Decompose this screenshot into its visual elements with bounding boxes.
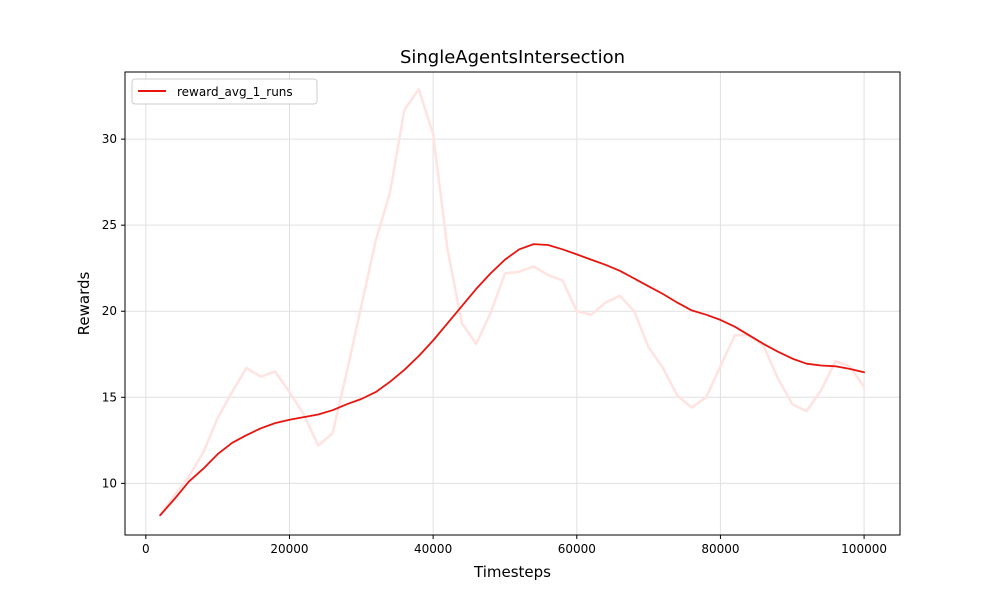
legend-box [131,78,318,105]
legend-label: reward_avg_1_runs [177,85,293,99]
x-tick-label: 20000 [270,542,308,556]
legend: reward_avg_1_runs [131,78,318,105]
y-tick-label: 15 [102,390,117,404]
y-tick-label: 25 [102,218,117,232]
y-tick-label: 10 [102,476,117,490]
grid [125,72,900,535]
series-layer [158,87,866,517]
plot-frame [124,71,901,536]
y-tick-label: 20 [102,304,117,318]
smoothed-reward-line [159,243,865,517]
x-tick-label: 100000 [841,542,887,556]
x-axis-title: Timesteps [473,563,551,581]
x-tick-label: 60000 [558,542,596,556]
x-tick-label: 0 [142,542,150,556]
x-tick-label: 80000 [701,542,739,556]
raw-reward-line [158,87,866,517]
ticks: 0 20000 40000 60000 80000 100000 10 15 20 25 30 [102,132,887,556]
x-tick-label: 40000 [414,542,452,556]
chart-title: SingleAgentsIntersection [400,47,625,68]
y-axis-title: Rewards [75,271,93,335]
y-tick-label: 30 [102,132,117,146]
